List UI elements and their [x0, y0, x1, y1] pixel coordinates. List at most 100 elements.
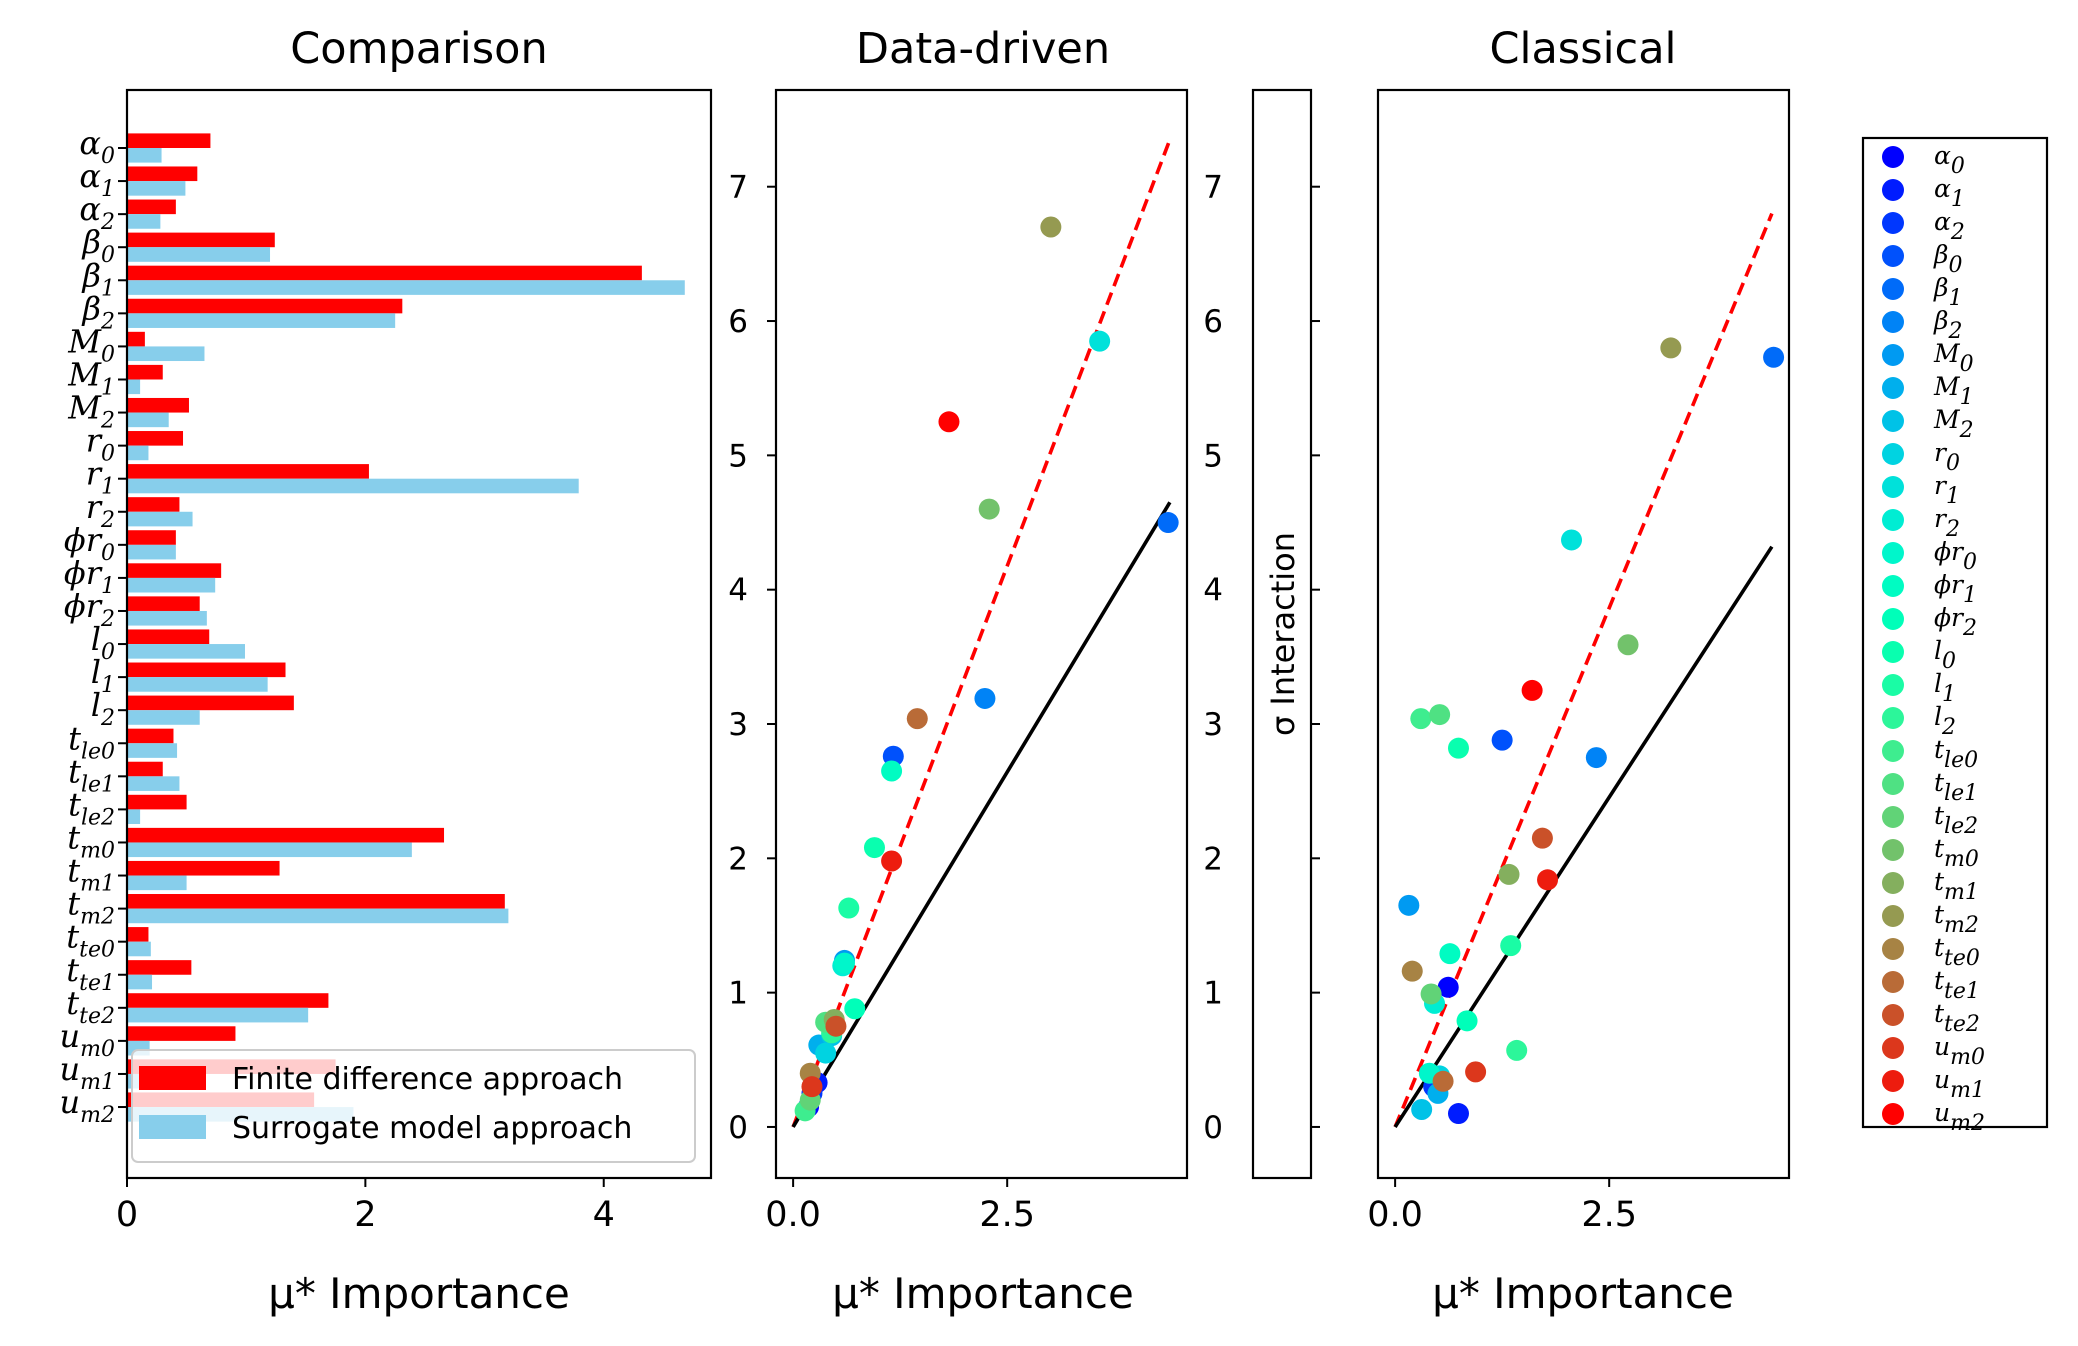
parameter-legend-label: α1	[1934, 174, 1965, 212]
bar-finite-difference-23	[127, 894, 505, 909]
parameter-legend-marker-3	[1882, 245, 1904, 267]
cl-y-tick-label: 2	[1203, 841, 1223, 877]
cl-y-tick-label: 3	[1203, 707, 1223, 743]
bar-category-label: ϕr1	[64, 554, 115, 599]
parameter-legend-marker-10	[1882, 476, 1904, 498]
bar-finite-difference-9	[127, 431, 184, 446]
bar-surrogate-4	[127, 280, 685, 295]
cl-reference-line-dashed	[1393, 212, 1774, 1128]
cl-y-tick-label: 0	[1203, 1110, 1223, 1146]
parameter-legend-marker-6	[1882, 344, 1904, 366]
dd-point-28	[881, 850, 903, 872]
bar-x-tick-label: 2	[354, 1195, 376, 1235]
bar-finite-difference-14	[127, 596, 200, 611]
parameter-legend-label: l0	[1934, 636, 1956, 674]
bar-category-label: ϕr2	[64, 587, 115, 632]
parameter-legend-marker-21	[1882, 839, 1904, 861]
comparison-axes-frame	[125, 88, 713, 1180]
bar-category-label: tle0	[68, 719, 115, 764]
parameter-legend-label: tte0	[1934, 933, 1980, 971]
parameter-legend-marker-14	[1882, 608, 1904, 630]
dd-point-4	[1157, 512, 1179, 534]
sigma-interaction-label: σ Interaction	[1264, 532, 1302, 736]
bar-finite-difference-22	[127, 860, 280, 876]
cl-point-24	[1401, 960, 1423, 982]
parameter-legend-marker-8	[1882, 410, 1904, 432]
comparison-x-label: μ* Importance	[268, 1269, 570, 1318]
bar-finite-difference-16	[127, 662, 286, 678]
bar-surrogate-7	[127, 379, 141, 395]
approach-legend: Finite difference approach Surrogate mod…	[131, 1049, 696, 1163]
bar-surrogate-15	[127, 644, 245, 659]
classical-x-label: μ* Importance	[1432, 1269, 1734, 1318]
cl-y-tick-label: 7	[1203, 170, 1223, 206]
classical-title: Classical	[1489, 24, 1676, 74]
cl-point-19	[1429, 704, 1451, 726]
parameter-legend-marker-19	[1882, 773, 1904, 795]
bar-category-label: l1	[91, 653, 115, 698]
bar-finite-difference-4	[127, 265, 642, 281]
parameter-legend-label: β0	[1933, 240, 1962, 278]
cl-point-25	[1432, 1070, 1454, 1092]
parameter-legend-marker-16	[1882, 674, 1904, 696]
bar-finite-difference-5	[127, 298, 403, 314]
bar-category-label: um2	[60, 1083, 115, 1128]
bar-surrogate-22	[127, 875, 187, 891]
dd-y-tick-label: 7	[728, 170, 748, 206]
cl-point-6	[1398, 894, 1420, 916]
bar-finite-difference-8	[127, 397, 189, 413]
parameter-legend-label: β1	[1933, 273, 1962, 311]
parameter-legend-label: M0	[1933, 339, 1974, 377]
parameter-legend-marker-15	[1882, 641, 1904, 663]
parameter-legend-marker-2	[1882, 212, 1904, 234]
bar-category-label: l2	[91, 686, 115, 731]
parameter-legend-marker-18	[1882, 740, 1904, 762]
data-driven-axes-frame	[774, 88, 1189, 1180]
dd-point-27	[801, 1076, 823, 1098]
comparison-title: Comparison	[290, 24, 547, 74]
parameter-legend-label: tm1	[1934, 867, 1979, 905]
cl-point-29	[1521, 679, 1543, 701]
dd-point-5	[974, 687, 996, 709]
cl-y-tick-label: 6	[1203, 304, 1223, 340]
cl-point-21	[1617, 634, 1639, 656]
bar-surrogate-26	[127, 1007, 309, 1023]
parameter-legend-marker-4	[1882, 278, 1904, 300]
bar-category-label: α1	[79, 157, 115, 202]
bar-category-label: β0	[82, 223, 116, 268]
parameter-legend-marker-5	[1882, 311, 1904, 333]
approach-legend-box	[131, 1049, 696, 1163]
bar-finite-difference-11	[127, 497, 180, 512]
parameter-legend-marker-22	[1882, 872, 1904, 894]
bar-finite-difference-13	[127, 563, 222, 578]
parameter-legend-marker-29	[1882, 1103, 1904, 1125]
bar-category-label: tm2	[67, 885, 115, 930]
bar-category-label: β2	[82, 289, 116, 334]
bar-category-label: um0	[60, 1017, 115, 1062]
dd-y-tick-label: 5	[728, 438, 748, 474]
dd-reference-line-solid	[791, 501, 1172, 1128]
bar-category-label: r2	[86, 488, 115, 533]
parameter-legend-marker-28	[1882, 1070, 1904, 1092]
cl-point-5	[1585, 747, 1607, 769]
bar-surrogate-11	[127, 511, 193, 527]
legend-swatch-finite-difference	[139, 1066, 206, 1090]
parameter-legend-marker-23	[1882, 905, 1904, 927]
cl-point-4	[1763, 346, 1785, 368]
parameter-legend-label: tte2	[1934, 999, 1980, 1037]
parameter-legend-label: tm0	[1934, 834, 1979, 872]
dd-y-tick-label: 6	[728, 304, 748, 340]
bar-finite-difference-19	[127, 761, 163, 777]
interaction-label-strip: σ Interaction	[1251, 88, 1313, 1180]
bar-surrogate-3	[127, 247, 271, 262]
cl-point-17	[1506, 1039, 1528, 1061]
dd-y-tick-label: 3	[728, 707, 748, 743]
parameter-legend-label: M1	[1933, 372, 1974, 410]
bar-finite-difference-17	[127, 695, 294, 711]
bar-surrogate-5	[127, 313, 396, 328]
interaction-strip-frame	[1251, 88, 1313, 1180]
bar-surrogate-24	[127, 941, 151, 957]
cl-y-tick-label: 4	[1203, 573, 1223, 609]
dd-point-9	[815, 1042, 837, 1064]
dd-point-12	[834, 952, 855, 974]
